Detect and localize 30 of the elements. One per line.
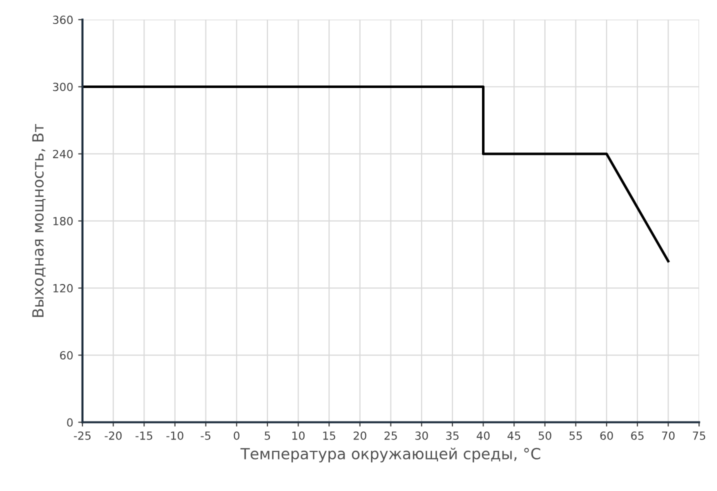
x-tick-label: 60 bbox=[600, 431, 613, 440]
y-tick-label: 300 bbox=[53, 82, 73, 92]
y-tick-label: 120 bbox=[53, 284, 73, 292]
x-tick-label: -5 bbox=[200, 432, 210, 440]
y-tick-label: 0 bbox=[67, 418, 73, 427]
x-tick-label: 15 bbox=[323, 432, 336, 440]
x-tick-label: 45 bbox=[508, 432, 520, 440]
x-tick-label: 5 bbox=[264, 432, 270, 440]
x-tick-label: 70 bbox=[662, 431, 675, 440]
x-tick-label: -25 bbox=[74, 431, 91, 440]
y-tick-label: 360 bbox=[53, 16, 73, 24]
x-tick-label: 25 bbox=[384, 431, 397, 440]
y-tick-label: 240 bbox=[53, 150, 73, 158]
x-tick-label: 55 bbox=[570, 432, 582, 440]
y-tick-label: 60 bbox=[60, 351, 73, 360]
x-tick-label: -20 bbox=[104, 431, 122, 440]
x-tick-label: 65 bbox=[631, 431, 644, 440]
x-tick-label: 20 bbox=[354, 431, 366, 440]
x-tick-label: 35 bbox=[446, 431, 459, 440]
x-tick-label: -10 bbox=[166, 431, 184, 440]
x-tick-label: 40 bbox=[476, 431, 490, 440]
x-tick-label: 50 bbox=[538, 431, 552, 440]
x-tick-label: 10 bbox=[292, 431, 305, 440]
x-tick-label: 0 bbox=[234, 431, 240, 440]
x-axis-title: Температура окружающей среды, °C bbox=[240, 448, 540, 462]
x-tick-label: 30 bbox=[415, 431, 428, 440]
y-axis-title: Выходная мощность, Вт bbox=[32, 124, 46, 317]
x-tick-label: -15 bbox=[136, 432, 152, 440]
y-tick-label: 180 bbox=[53, 216, 73, 226]
x-tick-label: 75 bbox=[692, 432, 706, 440]
